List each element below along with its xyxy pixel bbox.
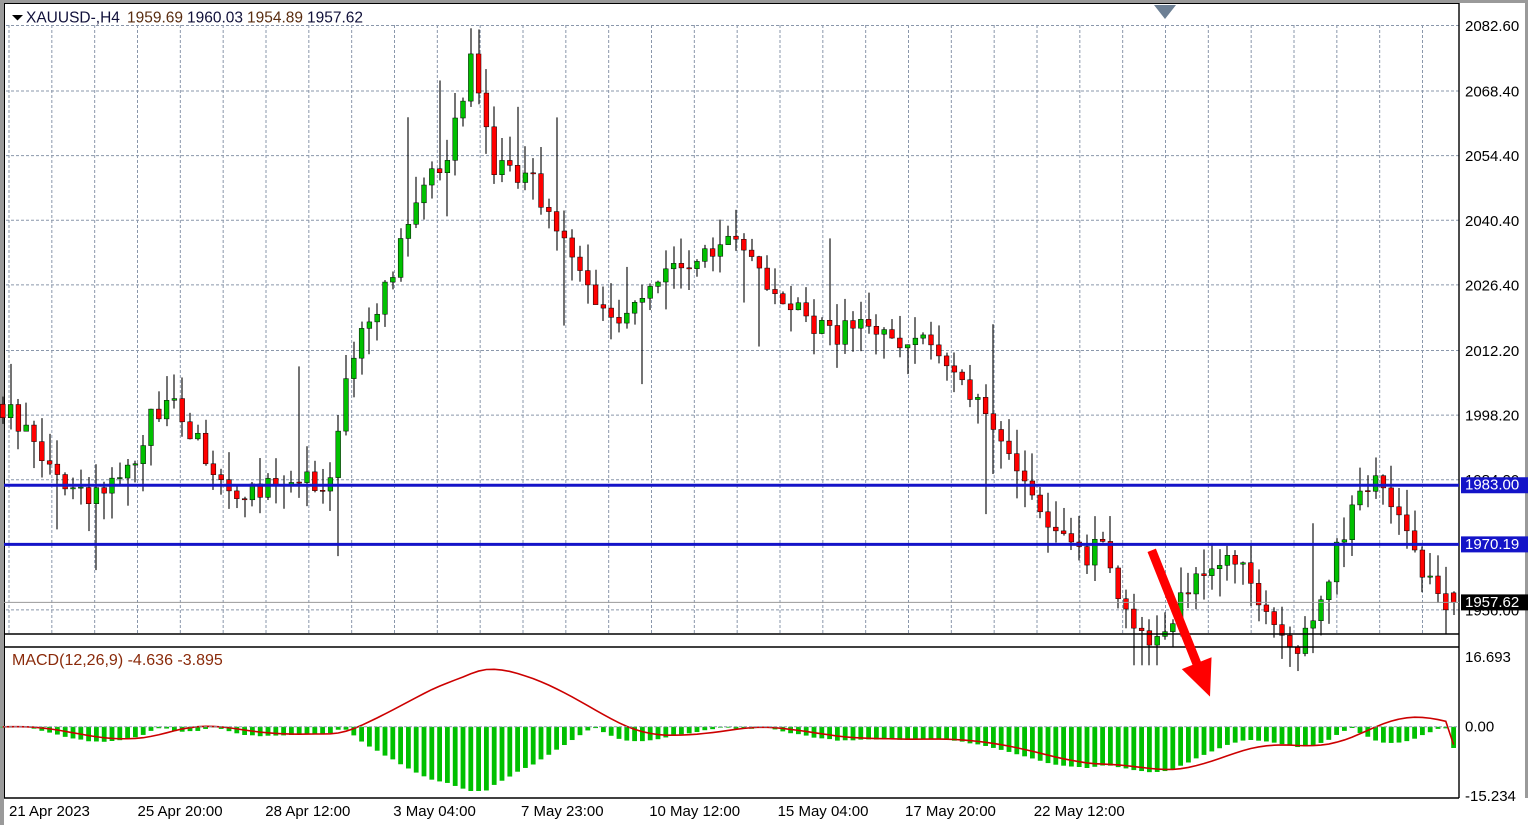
svg-text:1959.69: 1959.69 bbox=[127, 10, 183, 27]
svg-text:2082.60: 2082.60 bbox=[1465, 18, 1519, 35]
svg-text:1954.89: 1954.89 bbox=[247, 10, 303, 27]
svg-text:17 May 20:00: 17 May 20:00 bbox=[905, 803, 996, 820]
svg-text:10 May 12:00: 10 May 12:00 bbox=[649, 803, 740, 820]
svg-text:1998.20: 1998.20 bbox=[1465, 408, 1519, 425]
svg-text:2040.40: 2040.40 bbox=[1465, 213, 1519, 230]
svg-text:XAUUSD-,H4: XAUUSD-,H4 bbox=[26, 10, 120, 27]
svg-text:2026.40: 2026.40 bbox=[1465, 277, 1519, 294]
svg-text:16.693: 16.693 bbox=[1465, 649, 1511, 666]
svg-text:2068.40: 2068.40 bbox=[1465, 84, 1519, 101]
svg-text:1957.62: 1957.62 bbox=[307, 10, 363, 27]
svg-text:25 Apr 20:00: 25 Apr 20:00 bbox=[138, 803, 223, 820]
svg-text:1957.62: 1957.62 bbox=[1465, 594, 1519, 611]
svg-text:15 May 04:00: 15 May 04:00 bbox=[778, 803, 869, 820]
svg-text:2012.20: 2012.20 bbox=[1465, 343, 1519, 360]
svg-text:-15.234: -15.234 bbox=[1465, 788, 1516, 805]
svg-text:3 May 04:00: 3 May 04:00 bbox=[393, 803, 476, 820]
svg-text:1983.00: 1983.00 bbox=[1465, 477, 1519, 494]
svg-text:22 May 12:00: 22 May 12:00 bbox=[1034, 803, 1125, 820]
svg-text:21 Apr 2023: 21 Apr 2023 bbox=[9, 803, 90, 820]
svg-text:0.00: 0.00 bbox=[1465, 719, 1494, 736]
svg-text:28 Apr 12:00: 28 Apr 12:00 bbox=[265, 803, 350, 820]
svg-text:2054.40: 2054.40 bbox=[1465, 148, 1519, 165]
svg-text:1960.03: 1960.03 bbox=[187, 10, 243, 27]
svg-text:MACD(12,26,9) -4.636 -3.895: MACD(12,26,9) -4.636 -3.895 bbox=[12, 652, 223, 669]
svg-text:1970.19: 1970.19 bbox=[1465, 536, 1519, 553]
svg-text:7 May 23:00: 7 May 23:00 bbox=[521, 803, 604, 820]
